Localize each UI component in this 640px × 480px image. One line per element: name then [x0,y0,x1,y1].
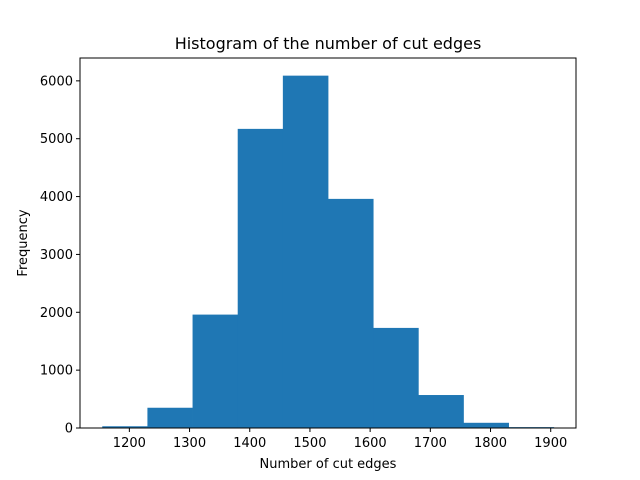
y-tick-label: 6000 [40,74,73,89]
histogram-bar [418,395,464,428]
x-tick-label: 1600 [354,436,387,451]
x-tick-label: 1200 [113,436,146,451]
histogram-bar [282,75,329,428]
y-axis-ticks: 0 1000 2000 3000 4000 5000 6000 [40,74,80,437]
y-axis-label: Frequency [16,209,31,276]
histogram-bar [328,198,374,428]
bars-group [102,75,555,429]
y-tick-label: 5000 [40,132,73,147]
histogram-bar [463,422,509,428]
histogram-bar [102,426,148,428]
histogram-bar [147,407,193,428]
histogram-bar [192,314,239,428]
x-tick-label: 1700 [414,436,447,451]
x-axis-label: Number of cut edges [260,457,397,472]
x-tick-label: 1300 [173,436,206,451]
histogram-bar [373,327,419,428]
histogram-bar [237,128,284,429]
x-tick-label: 1400 [233,436,266,451]
y-tick-label: 2000 [40,306,73,321]
chart-title: Histogram of the number of cut edges [175,34,482,53]
x-axis-ticks: 1200 1300 1400 1500 1600 1700 1800 1900 [113,428,567,451]
x-tick-label: 1900 [534,436,567,451]
plot-area-frame [79,57,577,429]
y-tick-label: 1000 [40,364,73,379]
x-tick-label: 1800 [474,436,507,451]
y-tick-label: 3000 [40,248,73,263]
y-tick-label: 0 [65,422,73,437]
y-tick-label: 4000 [40,190,73,205]
x-tick-label: 1500 [293,436,326,451]
